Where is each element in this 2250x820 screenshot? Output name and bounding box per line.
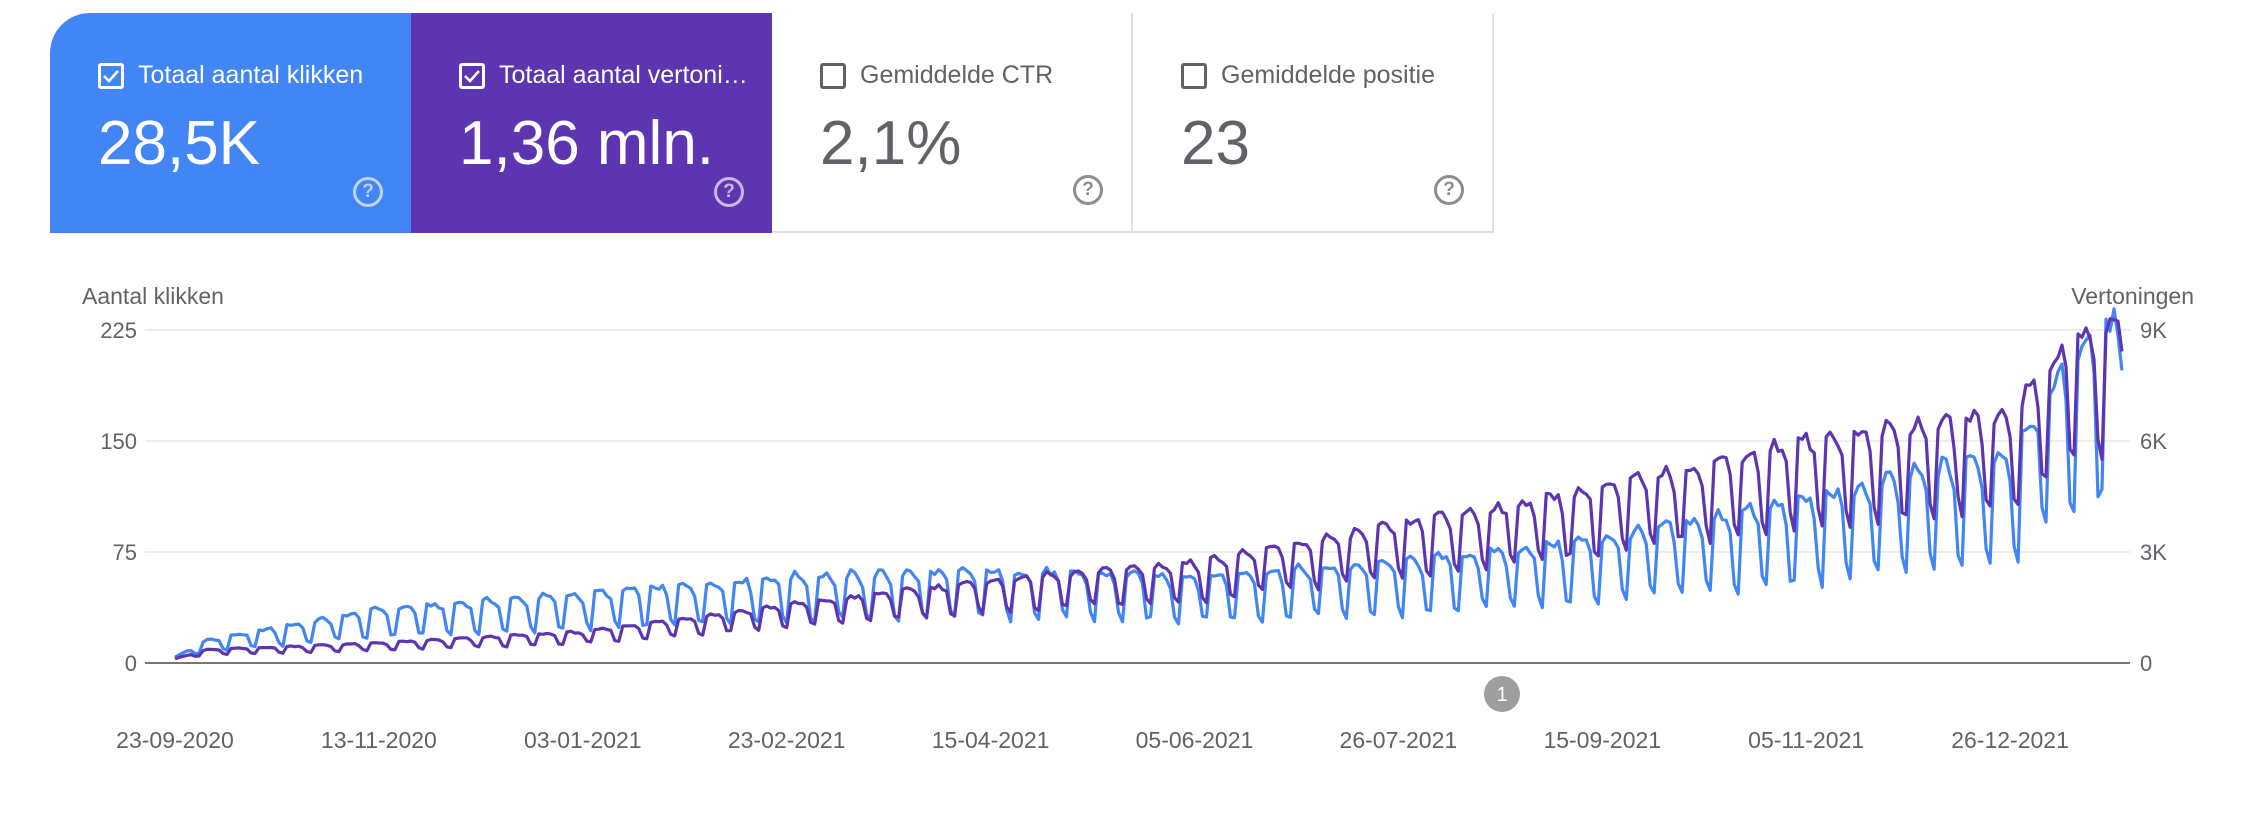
y-right-tick-label: 0 bbox=[2140, 651, 2152, 676]
checkbox-unchecked-icon[interactable] bbox=[1181, 62, 1207, 89]
help-icon[interactable]: ? bbox=[353, 177, 383, 207]
checkbox-checked-icon[interactable] bbox=[98, 62, 124, 89]
x-tick-label: 05-06-2021 bbox=[1136, 727, 1254, 753]
series-line-impressions bbox=[174, 317, 2124, 661]
y-right-tick-label: 3K bbox=[2140, 540, 2167, 565]
checkbox-checked-icon[interactable] bbox=[459, 62, 485, 89]
metric-card-clicks[interactable]: Totaal aantal klikken 28,5K ? bbox=[50, 13, 411, 233]
y-right-tick-label: 6K bbox=[2140, 429, 2167, 454]
metric-card-ctr[interactable]: Gemiddelde CTR 2,1% ? bbox=[772, 13, 1133, 233]
help-icon[interactable]: ? bbox=[1073, 175, 1103, 205]
annotation-marker[interactable] bbox=[1484, 676, 1520, 712]
metric-card-position[interactable]: Gemiddelde positie 23 ? bbox=[1133, 13, 1494, 233]
card-header: Totaal aantal vertoningen bbox=[459, 61, 759, 90]
series-line-clicks bbox=[174, 307, 2124, 659]
x-tick-label: 15-04-2021 bbox=[932, 727, 1050, 753]
card-header: Totaal aantal klikken bbox=[98, 61, 363, 90]
card-value: 23 bbox=[1181, 109, 1250, 178]
card-value: 28,5K bbox=[98, 109, 261, 178]
metric-cards: Totaal aantal klikken 28,5K ? Totaal aan… bbox=[50, 13, 1496, 233]
y-left-tick-label: 75 bbox=[113, 540, 137, 565]
x-tick-label: 23-02-2021 bbox=[728, 727, 846, 753]
y-left-tick-label: 0 bbox=[125, 651, 137, 676]
x-tick-label: 05-11-2021 bbox=[1748, 727, 1864, 753]
y-left-tick-label: 150 bbox=[100, 429, 137, 454]
metric-card-impressions[interactable]: Totaal aantal vertoningen 1,36 mln. ? bbox=[411, 13, 772, 233]
card-value: 1,36 mln. bbox=[459, 109, 715, 178]
checkbox-unchecked-icon[interactable] bbox=[820, 62, 846, 89]
x-tick-label: 26-07-2021 bbox=[1340, 727, 1458, 753]
x-tick-label: 23-09-2020 bbox=[116, 727, 234, 753]
help-icon[interactable]: ? bbox=[1434, 175, 1464, 205]
x-tick-label: 26-12-2021 bbox=[1951, 727, 2069, 753]
x-tick-label: 03-01-2021 bbox=[524, 727, 642, 753]
help-icon[interactable]: ? bbox=[714, 177, 744, 207]
card-header: Gemiddelde CTR bbox=[820, 61, 1053, 90]
x-tick-label: 15-09-2021 bbox=[1543, 727, 1661, 753]
card-header: Gemiddelde positie bbox=[1181, 61, 1435, 90]
x-tick-label: 13-11-2020 bbox=[321, 727, 437, 753]
annotation-marker-label: 1 bbox=[1496, 684, 1507, 706]
y-left-tick-label: 225 bbox=[100, 318, 137, 343]
y-right-tick-label: 9K bbox=[2140, 318, 2167, 343]
card-value: 2,1% bbox=[820, 109, 962, 178]
